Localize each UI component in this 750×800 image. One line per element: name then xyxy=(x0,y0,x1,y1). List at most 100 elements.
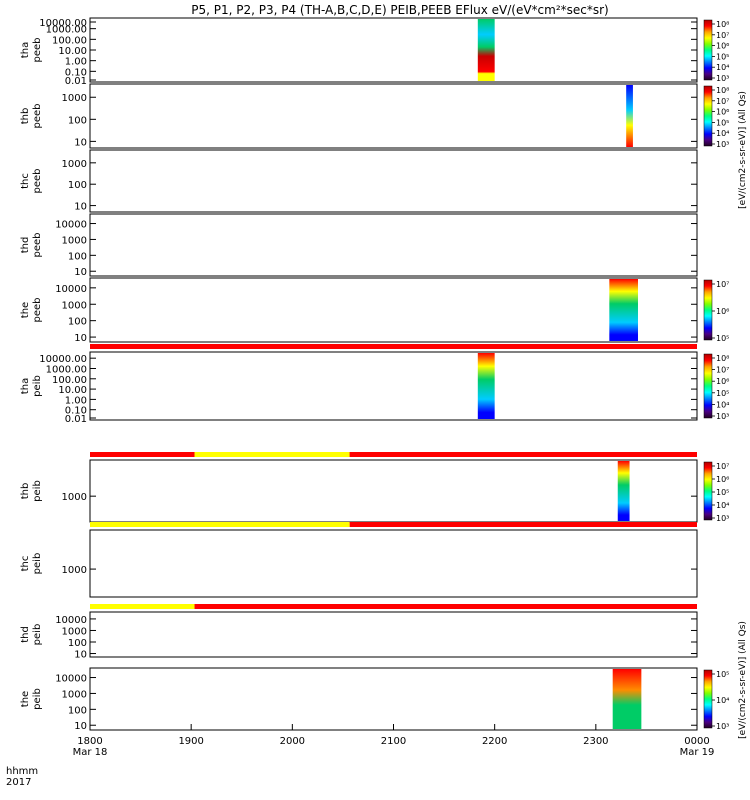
y-tick-label: 1000 xyxy=(62,492,87,503)
y-axis-probe-label: tha xyxy=(20,378,31,394)
y-axis-probe-label: tha xyxy=(20,42,31,58)
colorbar-units-label-top: [eV/(cm2-s-sr-eV)] (All Qs) xyxy=(738,91,748,209)
panel-frame xyxy=(89,611,698,658)
y-tick-label: 1000 xyxy=(62,159,87,170)
y-tick-label: 10 xyxy=(74,333,87,344)
colorbar-tick-label: 10³ xyxy=(716,514,729,523)
colorbar-gradient xyxy=(703,669,713,729)
y-axis-probe-label: thb xyxy=(20,483,31,500)
y-axis-instrument-label: peib xyxy=(32,624,43,646)
x-tick-label: 2100 xyxy=(381,736,406,747)
panel-frame xyxy=(89,17,698,83)
y-tick-label: 10 xyxy=(74,650,87,661)
y-tick-label: 0.01 xyxy=(65,414,87,425)
panel-frame xyxy=(89,213,698,277)
y-axis-probe-label: thd xyxy=(20,626,31,643)
y-tick-label: 1000 xyxy=(62,626,87,637)
panel-thb-peib: 1000 thb peib 10⁷ 10⁶ 10⁵ 10⁴ 10³ xyxy=(20,452,729,523)
flag-bar-segment xyxy=(90,344,697,349)
colorbar-tick-label: 10⁴ xyxy=(716,63,729,72)
y-tick-label: 100 xyxy=(68,705,87,716)
colorbar-gradient xyxy=(703,353,713,419)
x-tick-label: 1900 xyxy=(178,736,203,747)
y-tick-label: 10000 xyxy=(55,220,87,231)
colorbar-tick-label: 10⁷ xyxy=(716,97,729,106)
colorbar-tick-label: 10⁶ xyxy=(716,377,729,386)
y-axis-instrument-label: peeb xyxy=(32,38,43,63)
colorbar-tick-label: 10⁸ xyxy=(716,86,729,95)
panel-frame xyxy=(89,351,698,421)
colorbar-tick-label: 10³ xyxy=(716,140,729,149)
x-tick-label: 2300 xyxy=(583,736,608,747)
x-tick-date-label: Mar 19 xyxy=(680,747,715,758)
colorbar: 10⁵ 10⁴ 10³ xyxy=(703,669,729,731)
y-tick-label: 10.00 xyxy=(58,385,87,396)
colorbar: 10⁷ 10⁶ 10⁵ xyxy=(703,279,729,343)
spectrogram-block xyxy=(609,279,638,341)
y-axis-instrument-label: peeb xyxy=(32,169,43,194)
panel-thc-peeb: 1000 100 10 thc peeb xyxy=(20,149,698,213)
panel-frame xyxy=(89,277,698,343)
colorbar-tick-label: 10⁴ xyxy=(716,501,729,510)
y-tick-label: 100 xyxy=(68,180,87,191)
panel-the-peeb: 10000 1000 100 10 the peeb 10⁷ 10⁶ 10⁵ xyxy=(20,277,729,349)
y-axis-probe-label: the xyxy=(20,302,31,318)
colorbar-tick-label: 10⁵ xyxy=(716,389,729,398)
y-tick-label: 10000 xyxy=(55,284,87,295)
colorbar-tick-label: 10⁵ xyxy=(716,334,729,343)
colorbar-tick-label: 10⁶ xyxy=(716,108,729,117)
x-tick-label: 2200 xyxy=(482,736,507,747)
panel-frame xyxy=(89,529,698,598)
time-format-label: hhmm xyxy=(6,766,38,777)
colorbar-tick-label: 10⁴ xyxy=(716,696,729,705)
colorbar-tick-label: 10³ xyxy=(716,722,729,731)
spectrogram-block xyxy=(612,669,642,729)
colorbar-tick-label: 10⁵ xyxy=(716,670,729,679)
y-axis-probe-label: thc xyxy=(20,173,31,189)
colorbar-tick-label: 10⁵ xyxy=(716,118,729,127)
spectrogram-block xyxy=(477,353,495,419)
y-tick-label: 10 xyxy=(74,137,87,148)
colorbar-units-label-bottom: [eV/(cm2-s-sr-eV)] (All Qs) xyxy=(738,621,748,739)
y-tick-label: 1000 xyxy=(62,300,87,311)
y-tick-label: 10000.00 xyxy=(39,354,87,365)
spectrogram-block xyxy=(477,19,495,81)
flag-bar-segment xyxy=(90,522,350,527)
y-tick-label: 0.10 xyxy=(65,67,87,78)
y-tick-label: 10000 xyxy=(55,674,87,685)
flag-bar-segment xyxy=(194,604,698,609)
colorbar-tick-label: 10⁷ xyxy=(716,280,729,289)
spectrogram-block xyxy=(617,461,630,521)
panel-thd-peeb: 10000 1000 100 10 thd peeb xyxy=(20,213,698,278)
y-axis-probe-label: thd xyxy=(20,237,31,254)
panel-frame xyxy=(89,83,698,149)
y-axis-probe-label: the xyxy=(20,691,31,707)
y-tick-label: 10 xyxy=(74,267,87,278)
y-tick-label: 100.00 xyxy=(52,35,87,46)
colorbar-gradient xyxy=(703,85,713,147)
y-tick-label: 1000 xyxy=(62,689,87,700)
y-tick-label: 0.10 xyxy=(65,406,87,417)
colorbar-tick-label: 10⁴ xyxy=(716,400,729,409)
y-tick-label: 1000 xyxy=(62,565,87,576)
colorbar-tick-label: 10⁷ xyxy=(716,31,729,40)
panel-the-peib: 10000 1000 100 10 the peib 10⁵ 10⁴ 10³ xyxy=(20,667,729,732)
flag-bar-segment xyxy=(194,452,350,457)
colorbar-tick-label: 10⁶ xyxy=(716,307,729,316)
y-tick-label: 1.00 xyxy=(65,395,87,406)
colorbar-tick-label: 10⁸ xyxy=(716,354,729,363)
x-tick-date-label: Mar 18 xyxy=(73,747,108,758)
y-tick-label: 1000.00 xyxy=(46,25,87,36)
y-tick-label: 10000 xyxy=(55,615,87,626)
y-tick-label: 100 xyxy=(68,115,87,126)
flag-bar-segment xyxy=(349,452,697,457)
